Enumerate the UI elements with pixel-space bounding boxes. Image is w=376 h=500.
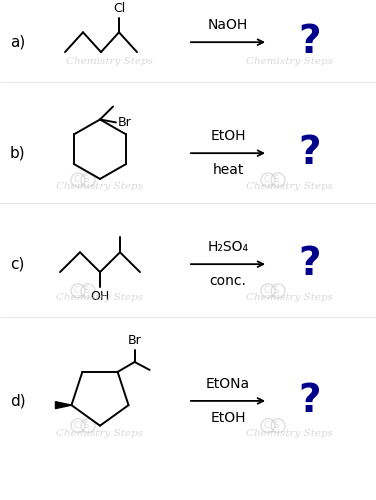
Text: OH: OH <box>90 290 110 303</box>
Text: S: S <box>273 176 279 184</box>
Text: a): a) <box>10 34 25 50</box>
Text: NaOH: NaOH <box>208 18 248 32</box>
Text: Chemistry Steps: Chemistry Steps <box>56 429 144 438</box>
Text: C: C <box>73 286 79 296</box>
Text: heat: heat <box>212 163 244 177</box>
Text: c): c) <box>10 256 24 272</box>
Text: d): d) <box>10 394 26 408</box>
Text: Chemistry Steps: Chemistry Steps <box>247 429 334 438</box>
Text: C: C <box>263 286 269 296</box>
Text: ?: ? <box>299 134 321 172</box>
Text: C: C <box>263 176 269 184</box>
Text: C: C <box>263 421 269 430</box>
Text: EtOH: EtOH <box>210 411 246 425</box>
Text: S: S <box>83 421 89 430</box>
Polygon shape <box>56 402 71 408</box>
Text: C: C <box>73 421 79 430</box>
Text: S: S <box>273 286 279 296</box>
Text: ?: ? <box>299 245 321 283</box>
Text: S: S <box>83 286 89 296</box>
Text: ?: ? <box>299 382 321 420</box>
Text: S: S <box>83 176 89 184</box>
Text: conc.: conc. <box>209 274 246 288</box>
Text: Chemistry Steps: Chemistry Steps <box>247 294 334 302</box>
Text: Chemistry Steps: Chemistry Steps <box>247 182 334 192</box>
Text: Br: Br <box>128 334 141 347</box>
Text: b): b) <box>10 146 26 160</box>
Text: Chemistry Steps: Chemistry Steps <box>56 182 144 192</box>
Text: Br: Br <box>118 116 132 129</box>
Text: Chemistry Steps: Chemistry Steps <box>247 56 334 66</box>
Text: EtONa: EtONa <box>206 377 250 391</box>
Text: H₂SO₄: H₂SO₄ <box>208 240 249 254</box>
Text: Cl: Cl <box>113 2 125 16</box>
Text: ?: ? <box>299 23 321 61</box>
Text: Chemistry Steps: Chemistry Steps <box>56 294 144 302</box>
Text: EtOH: EtOH <box>210 130 246 143</box>
Text: S: S <box>273 421 279 430</box>
Text: Chemistry Steps: Chemistry Steps <box>67 56 153 66</box>
Text: C: C <box>73 176 79 184</box>
